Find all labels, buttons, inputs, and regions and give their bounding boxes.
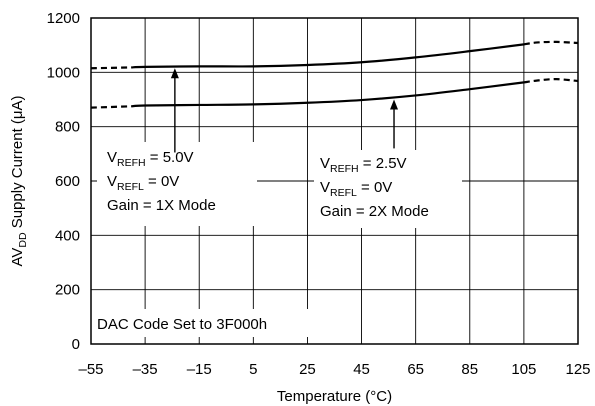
x-tick-label: 25 [299,361,316,378]
y-tick-label: 1200 [47,10,80,27]
arrows [171,68,398,152]
series-2-line-dashed [91,106,132,107]
y-tick-label: 400 [55,227,80,244]
x-tick-label: 45 [353,361,370,378]
y-tick-label: 200 [55,282,80,299]
y-tick-label: 800 [55,119,80,136]
y-tick-label: 1000 [47,64,80,81]
x-tick-label: 85 [461,361,478,378]
x-tick-label: 105 [511,361,536,378]
x-tick-label: –35 [133,361,158,378]
arrow-bottom-head [390,100,398,110]
x-tick-label: –15 [187,361,212,378]
annotation-bottom-gain: Gain = 2X Mode [320,203,429,220]
series-group [91,42,578,108]
series-2-line [132,82,524,106]
y-axis-title: AVDD Supply Current (μA) [9,95,29,266]
series-2-line-dashed [524,79,578,82]
x-tick-label: –55 [78,361,103,378]
annotation-top-gain: Gain = 1X Mode [107,197,216,214]
dac-code-note: DAC Code Set to 3F000h [97,316,267,333]
arrow-top-head [171,68,179,78]
series-1-line [132,44,524,67]
series-1-line-dashed [524,42,578,44]
y-tick-label: 0 [72,336,80,353]
x-tick-label: 5 [249,361,257,378]
x-axis-title: Temperature (°C) [277,388,392,405]
series-1-line-dashed [91,67,132,68]
y-tick-label: 600 [55,173,80,190]
x-tick-label: 65 [407,361,424,378]
x-tick-label: 125 [565,361,590,378]
